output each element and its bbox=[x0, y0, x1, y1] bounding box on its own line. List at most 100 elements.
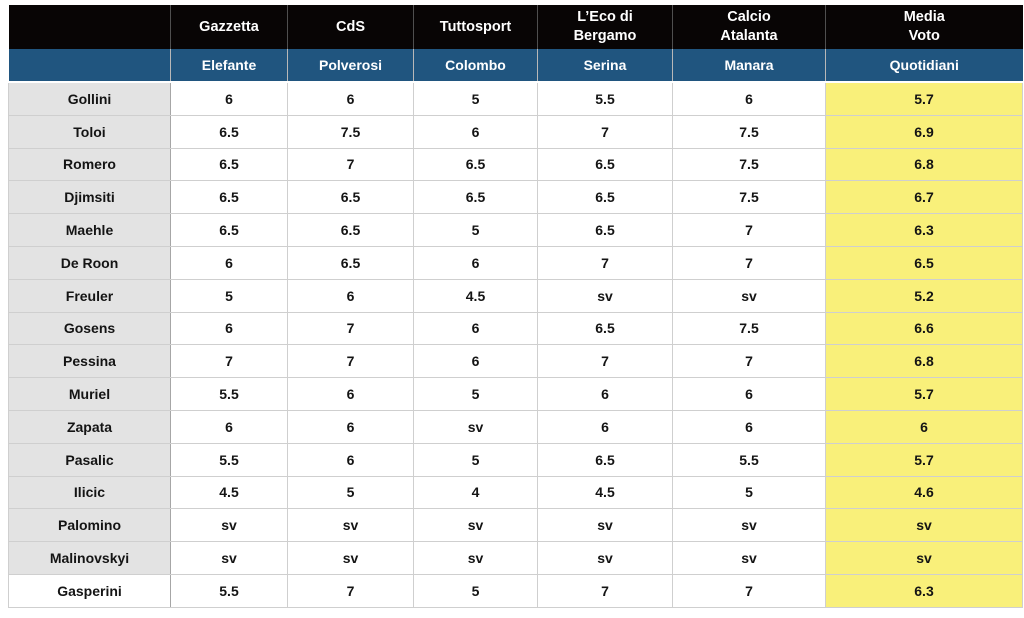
player-name-cell: Zapata bbox=[8, 409, 171, 444]
rating-cell: 7 bbox=[287, 311, 414, 346]
rating-cell: sv bbox=[537, 541, 673, 575]
player-name-cell: Pessina bbox=[8, 344, 171, 379]
rating-cell: 6 bbox=[287, 442, 414, 477]
ratings-table: Gazzetta CdS Tuttosport L’Eco di Bergamo Cal… bbox=[8, 5, 1023, 608]
rating-cell: 6.5 bbox=[537, 311, 673, 346]
rating-cell: 5 bbox=[413, 377, 538, 411]
rating-cell: 6 bbox=[672, 409, 826, 444]
table-row: Ilicic 4.5 5 4 4.5 5 4.6 bbox=[8, 475, 1023, 510]
rating-cell: 6 bbox=[287, 377, 414, 411]
journalist-header: Serina bbox=[537, 49, 673, 83]
table-row: Toloi 6.5 7.5 6 7 7.5 6.9 bbox=[8, 114, 1023, 149]
rating-cell: 7.5 bbox=[672, 114, 826, 149]
player-name-cell: Freuler bbox=[8, 278, 171, 313]
rating-cell: 6.5 bbox=[287, 180, 414, 215]
media-voto-cell: sv bbox=[825, 508, 1023, 543]
rating-cell: sv bbox=[672, 541, 826, 575]
rating-cell: 6.5 bbox=[170, 180, 288, 215]
rating-cell: 4 bbox=[413, 475, 538, 510]
rating-cell: 7.5 bbox=[672, 311, 826, 346]
rating-cell: 6 bbox=[287, 81, 414, 116]
journalist-header: Elefante bbox=[170, 49, 288, 83]
rating-cell: 6.5 bbox=[537, 442, 673, 477]
table-body: Gollini 6 6 5 5.5 6 5.7 Toloi 6.5 7.5 6 7 7.5 6.9 Rome… bbox=[8, 81, 1023, 608]
rating-cell: sv bbox=[413, 508, 538, 543]
rating-cell: 6.5 bbox=[170, 213, 288, 247]
rating-cell: 7 bbox=[287, 573, 414, 608]
rating-cell: 6 bbox=[413, 114, 538, 149]
media-voto-cell: 4.6 bbox=[825, 475, 1023, 510]
rating-cell: 6.5 bbox=[287, 245, 414, 280]
rating-cell: 7 bbox=[537, 344, 673, 379]
newspaper-header: CdS bbox=[287, 5, 414, 49]
rating-cell: 7 bbox=[537, 245, 673, 280]
corner-cell bbox=[8, 49, 171, 83]
rating-cell: 6.5 bbox=[413, 147, 538, 182]
media-voto-cell: 6.6 bbox=[825, 311, 1023, 346]
table-row: Romero 6.5 7 6.5 6.5 7.5 6.8 bbox=[8, 147, 1023, 182]
media-voto-cell: 6.3 bbox=[825, 213, 1023, 247]
rating-cell: 6.5 bbox=[537, 213, 673, 247]
newspaper-header: Calcio Atalanta bbox=[672, 5, 826, 49]
rating-cell: 6.5 bbox=[537, 180, 673, 215]
rating-cell: 6.5 bbox=[537, 147, 673, 182]
rating-cell: 7 bbox=[287, 147, 414, 182]
player-name-cell: Ilicic bbox=[8, 475, 171, 510]
rating-cell: 7.5 bbox=[672, 147, 826, 182]
rating-cell: 5.5 bbox=[170, 377, 288, 411]
table-header: Gazzetta CdS Tuttosport L’Eco di Bergamo Cal… bbox=[8, 5, 1023, 83]
rating-cell: 7 bbox=[672, 573, 826, 608]
rating-cell: 6 bbox=[170, 409, 288, 444]
rating-cell: 6 bbox=[413, 311, 538, 346]
rating-cell: 5 bbox=[413, 213, 538, 247]
rating-cell: 6 bbox=[413, 245, 538, 280]
rating-cell: 6.5 bbox=[287, 213, 414, 247]
rating-cell: 7 bbox=[170, 344, 288, 379]
table-row: Freuler 5 6 4.5 sv sv 5.2 bbox=[8, 278, 1023, 313]
rating-cell: 6 bbox=[537, 377, 673, 411]
media-voto-cell: 5.7 bbox=[825, 377, 1023, 411]
rating-cell: 4.5 bbox=[537, 475, 673, 510]
player-name-cell: Gosens bbox=[8, 311, 171, 346]
table-row: Malinovskyi sv sv sv sv sv sv bbox=[8, 541, 1023, 575]
media-voto-cell: 6.8 bbox=[825, 344, 1023, 379]
rating-cell: 6 bbox=[413, 344, 538, 379]
rating-cell: 5 bbox=[170, 278, 288, 313]
journalist-header: Manara bbox=[672, 49, 826, 83]
table-row: Gollini 6 6 5 5.5 6 5.7 bbox=[8, 81, 1023, 116]
journalist-header-row: Elefante Polverosi Colombo Serina Manara Quot… bbox=[8, 49, 1023, 83]
player-name-cell: Pasalic bbox=[8, 442, 171, 477]
rating-cell: 6 bbox=[672, 81, 826, 116]
rating-cell: sv bbox=[672, 508, 826, 543]
rating-cell: 7 bbox=[672, 213, 826, 247]
player-name-cell: Djimsiti bbox=[8, 180, 171, 215]
rating-cell: 6 bbox=[287, 409, 414, 444]
table-row: Muriel 5.5 6 5 6 6 5.7 bbox=[8, 377, 1023, 411]
rating-cell: 7 bbox=[672, 344, 826, 379]
rating-cell: sv bbox=[413, 409, 538, 444]
rating-cell: 6 bbox=[537, 409, 673, 444]
rating-cell: 5 bbox=[413, 573, 538, 608]
rating-cell: 5 bbox=[287, 475, 414, 510]
rating-cell: 7 bbox=[537, 573, 673, 608]
table-row: Gosens 6 7 6 6.5 7.5 6.6 bbox=[8, 311, 1023, 346]
newspaper-header: Tuttosport bbox=[413, 5, 538, 49]
table-row: Zapata 6 6 sv 6 6 6 bbox=[8, 409, 1023, 444]
player-name-cell: Maehle bbox=[8, 213, 171, 247]
media-voto-cell: 6.8 bbox=[825, 147, 1023, 182]
rating-cell: sv bbox=[537, 278, 673, 313]
table-row: Djimsiti 6.5 6.5 6.5 6.5 7.5 6.7 bbox=[8, 180, 1023, 215]
rating-cell: 5.5 bbox=[170, 573, 288, 608]
rating-cell: 6.5 bbox=[170, 114, 288, 149]
rating-cell: 5 bbox=[672, 475, 826, 510]
newspaper-header: L’Eco di Bergamo bbox=[537, 5, 673, 49]
media-voto-cell: 6.9 bbox=[825, 114, 1023, 149]
rating-cell: 6 bbox=[170, 245, 288, 280]
player-name-cell: Romero bbox=[8, 147, 171, 182]
rating-cell: 5 bbox=[413, 442, 538, 477]
rating-cell: 7 bbox=[287, 344, 414, 379]
rating-cell: 7.5 bbox=[287, 114, 414, 149]
rating-cell: 6.5 bbox=[170, 147, 288, 182]
rating-cell: sv bbox=[170, 541, 288, 575]
journalist-header: Polverosi bbox=[287, 49, 414, 83]
